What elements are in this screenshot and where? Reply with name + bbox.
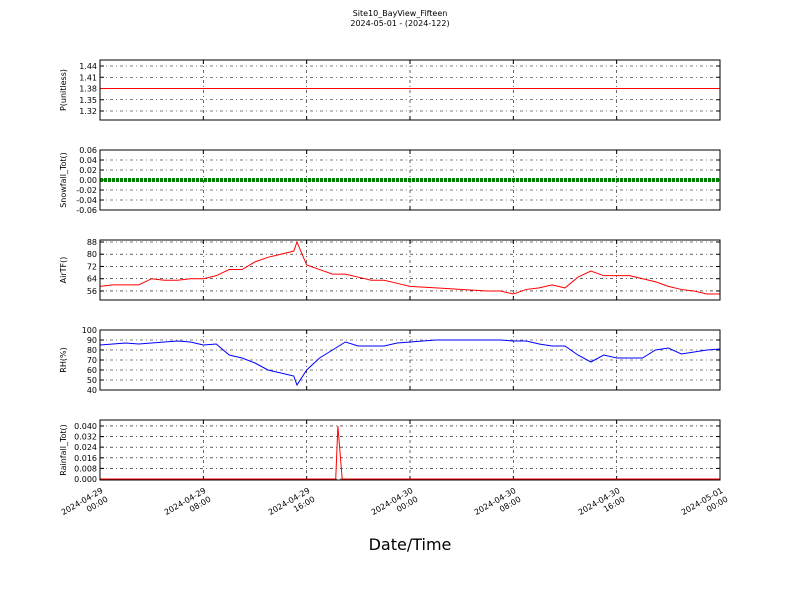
y-tick-label: 1.44 [79,62,97,71]
line-series [99,339,721,387]
y-tick-label: 50 [87,376,97,385]
y-tick-label: -0.06 [76,206,97,215]
y-tick-label: 72 [87,262,97,271]
y-tick-label: 1.32 [79,107,97,116]
y-tick-label: 0.04 [79,156,97,165]
y-tick-label: 0.000 [74,475,97,484]
y-tick-label: 90 [87,336,97,345]
plot-frame [99,59,721,121]
y-tick-label: 0.016 [74,454,97,463]
y-tick-label: 0.00 [79,176,97,185]
y-tick-label: 1.38 [79,85,97,94]
y-tick-label: 1.35 [79,96,97,105]
y-tick-label: 88 [87,238,97,247]
y-tick-label: 0.02 [79,166,97,175]
y-tick-label: 70 [87,356,97,365]
chart-title: Site10_BayView_Fifteen [353,9,448,18]
plot-frame [99,149,721,211]
y-axis-label: Rainfall_Tot() [59,424,68,476]
plot-frame [99,419,721,481]
y-tick-label: 1.41 [79,73,97,82]
x-axis-label: Date/Time [369,535,452,554]
line-series [99,240,720,295]
y-tick-label: 64 [87,275,97,284]
y-tick-label: 80 [87,346,97,355]
y-axis-label: P(unitless) [59,69,68,111]
y-tick-label: 0.008 [74,464,97,473]
y-axis-label: Snowfall_Tot() [59,152,68,208]
y-tick-label: -0.04 [76,196,97,205]
y-tick-label: -0.02 [76,186,97,195]
chart-subtitle: 2024-05-01 - (2024-122) [350,19,449,28]
y-axis-label: RH(%) [59,347,68,372]
line-series [100,425,720,480]
y-tick-label: 100 [82,326,97,335]
y-tick-label: 0.024 [74,443,97,452]
y-tick-label: 0.040 [74,422,97,431]
y-tick-label: 0.032 [74,433,97,442]
y-tick-label: 40 [87,386,97,395]
y-tick-label: 80 [87,250,97,259]
y-tick-label: 0.06 [79,146,97,155]
y-tick-label: 56 [87,287,97,296]
y-tick-label: 60 [87,366,97,375]
plot-frame [99,329,721,391]
plot-frame [99,239,721,301]
y-axis-label: AirTF() [59,257,68,284]
